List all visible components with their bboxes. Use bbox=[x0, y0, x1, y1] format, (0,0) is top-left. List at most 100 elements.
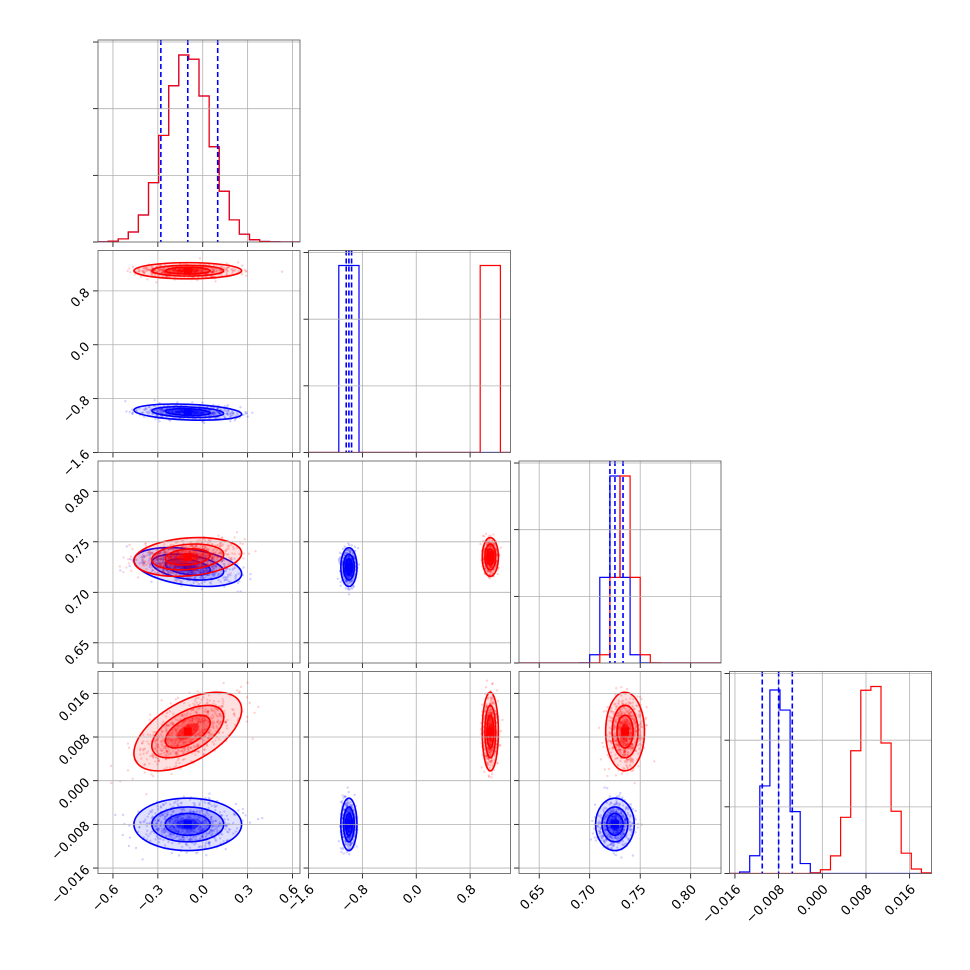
sample-point bbox=[231, 552, 234, 555]
panel-content bbox=[118, 531, 257, 593]
sample-point bbox=[235, 412, 239, 415]
sample-point bbox=[211, 411, 214, 414]
sample-point bbox=[211, 573, 214, 577]
sample-point bbox=[173, 566, 176, 569]
sample-point bbox=[171, 410, 175, 413]
sample-point bbox=[161, 408, 164, 412]
sample-point bbox=[199, 571, 202, 575]
sample-point bbox=[202, 570, 205, 574]
sample-point bbox=[225, 262, 228, 265]
sample-point bbox=[161, 572, 164, 575]
sample-point bbox=[200, 556, 203, 559]
sample-point bbox=[204, 576, 207, 579]
sample-point bbox=[179, 580, 182, 583]
sample-point bbox=[173, 269, 177, 272]
sample-point bbox=[200, 564, 203, 567]
sample-point bbox=[174, 555, 177, 558]
sample-point bbox=[224, 268, 228, 272]
sample-point bbox=[197, 552, 201, 556]
sample-point bbox=[206, 554, 209, 557]
sample-point bbox=[202, 411, 206, 414]
sample-point bbox=[212, 410, 215, 414]
sample-point bbox=[241, 811, 245, 815]
sample-point bbox=[213, 412, 216, 415]
sample-point bbox=[163, 272, 167, 275]
sample-point bbox=[198, 557, 201, 561]
sample-point bbox=[157, 408, 160, 412]
sample-point bbox=[155, 562, 159, 565]
sample-point bbox=[156, 557, 159, 560]
sample-point bbox=[141, 558, 144, 562]
sample-point bbox=[209, 272, 213, 275]
sample-point bbox=[181, 570, 184, 574]
sample-point bbox=[195, 544, 198, 547]
sample-point bbox=[161, 275, 164, 278]
sample-point bbox=[170, 268, 174, 272]
sample-point bbox=[143, 555, 146, 558]
sample-point bbox=[131, 412, 134, 416]
sample-point bbox=[214, 417, 218, 420]
sample-point bbox=[216, 410, 219, 414]
sample-point bbox=[147, 268, 151, 272]
sample-point bbox=[236, 414, 239, 417]
sample-point bbox=[206, 573, 209, 577]
sample-point bbox=[177, 560, 180, 563]
sample-point bbox=[121, 833, 124, 837]
sample-point bbox=[205, 567, 209, 570]
sample-point bbox=[201, 563, 205, 566]
sample-point bbox=[161, 268, 164, 272]
sample-point bbox=[161, 267, 164, 270]
sample-point bbox=[194, 559, 197, 562]
sample-point bbox=[171, 410, 174, 414]
sample-point bbox=[203, 545, 206, 548]
sample-point bbox=[236, 562, 239, 565]
sample-point bbox=[159, 561, 162, 565]
sample-point bbox=[204, 545, 207, 549]
sample-point bbox=[189, 571, 193, 575]
sample-point bbox=[208, 581, 212, 584]
sample-point bbox=[199, 411, 203, 415]
sample-point bbox=[146, 268, 149, 271]
sample-point bbox=[148, 268, 152, 271]
sample-point bbox=[174, 566, 178, 570]
sample-point bbox=[211, 566, 214, 569]
sample-point bbox=[172, 270, 175, 273]
sample-point bbox=[223, 579, 226, 582]
sample-point bbox=[200, 270, 203, 273]
sample-point bbox=[184, 550, 188, 553]
sample-point bbox=[200, 268, 204, 272]
sample-point bbox=[174, 556, 177, 559]
sample-point bbox=[176, 559, 180, 563]
sample-point bbox=[199, 269, 202, 273]
sample-point bbox=[200, 581, 204, 585]
sample-point bbox=[175, 547, 178, 551]
sample-point bbox=[199, 571, 202, 574]
sample-point bbox=[350, 586, 353, 590]
sample-point bbox=[134, 846, 138, 850]
sample-point bbox=[226, 411, 229, 415]
sample-point bbox=[173, 579, 176, 582]
sample-point bbox=[203, 412, 206, 415]
sample-point bbox=[173, 269, 176, 273]
sample-point bbox=[170, 410, 173, 413]
sample-point bbox=[226, 544, 229, 547]
sample-point bbox=[225, 576, 228, 580]
sample-point bbox=[229, 412, 232, 415]
sample-point bbox=[212, 268, 215, 272]
sample-point bbox=[193, 561, 196, 564]
sample-point bbox=[200, 412, 203, 415]
sample-point bbox=[204, 555, 208, 558]
sample-point bbox=[225, 412, 228, 415]
panel-frame bbox=[308, 250, 511, 453]
sample-point bbox=[162, 410, 165, 414]
sample-point bbox=[150, 273, 154, 276]
sample-point bbox=[167, 555, 170, 559]
sample-point bbox=[149, 562, 152, 565]
sample-point bbox=[212, 564, 215, 568]
sample-point bbox=[163, 542, 166, 546]
sample-point bbox=[347, 542, 350, 545]
sample-point bbox=[150, 265, 153, 268]
sample-point bbox=[188, 550, 191, 553]
sample-point bbox=[182, 551, 185, 554]
